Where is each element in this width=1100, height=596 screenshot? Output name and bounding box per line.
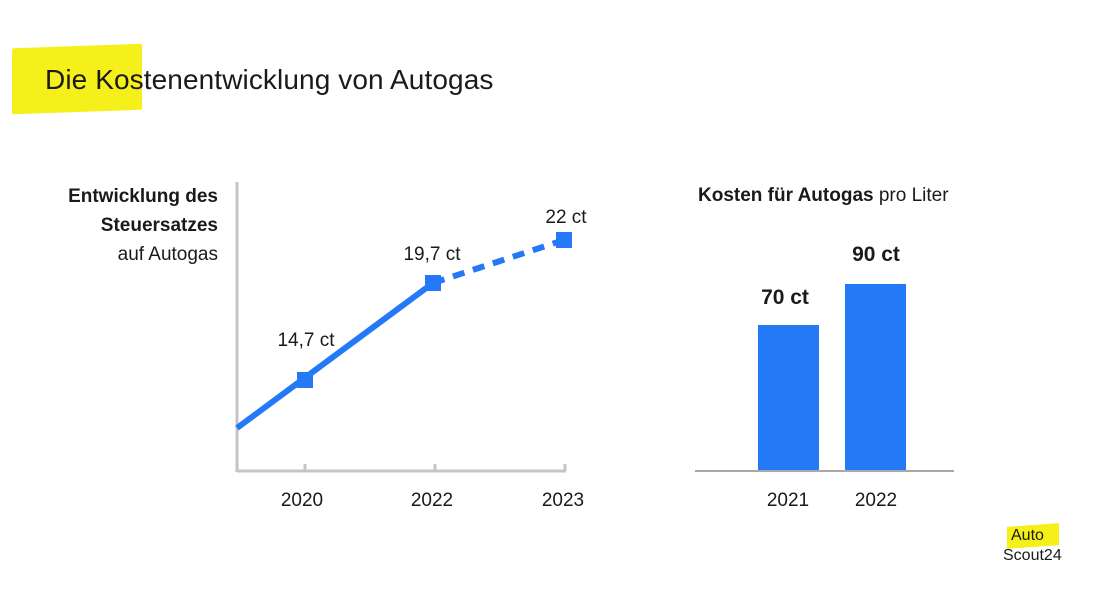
left-chart-label-line3: auf Autogas — [117, 244, 218, 265]
data-point-2023 — [556, 232, 572, 248]
autoscout24-logo: Auto Scout24 — [1003, 523, 1067, 571]
bar-2021 — [758, 325, 819, 471]
data-label-2022: 19,7 ct — [403, 244, 461, 265]
logo-line2: Scout24 — [1003, 547, 1062, 564]
line-chart: 14,7 ct 19,7 ct 22 ct 2020 2022 2023 — [235, 182, 587, 511]
bar-label-2022: 90 ct — [852, 243, 900, 266]
bar-2022 — [845, 284, 906, 471]
data-point-2022 — [425, 275, 441, 291]
solid-trend-line — [235, 280, 435, 431]
logo-line1: Auto — [1011, 527, 1044, 544]
page-title: Die Kostenentwicklung von Autogas — [45, 64, 494, 95]
bar-chart: 70 ct 90 ct 2021 2022 — [695, 243, 954, 511]
left-chart-label-line1: Entwicklung des — [68, 186, 218, 207]
data-point-2020 — [297, 372, 313, 388]
bar-x-label-2022: 2022 — [855, 490, 897, 511]
bar-chart-title-bold: Kosten für Autogas — [698, 185, 874, 206]
x-label-2022: 2022 — [411, 490, 453, 511]
data-label-2023: 22 ct — [545, 207, 587, 228]
bar-x-label-2021: 2021 — [767, 490, 809, 511]
bar-label-2021: 70 ct — [761, 286, 809, 309]
bar-chart-title-regular: pro Liter — [873, 185, 949, 206]
left-chart-label-line2: Steuersatzes — [100, 215, 218, 236]
x-label-2020: 2020 — [281, 490, 323, 511]
bar-chart-title: Kosten für Autogas pro Liter — [698, 185, 949, 207]
data-label-2020: 14,7 ct — [277, 330, 335, 351]
dashed-forecast-line — [432, 237, 565, 286]
x-label-2023: 2023 — [542, 490, 584, 511]
left-chart-label: Entwicklung des Steuersatzes auf Autogas — [68, 182, 218, 269]
